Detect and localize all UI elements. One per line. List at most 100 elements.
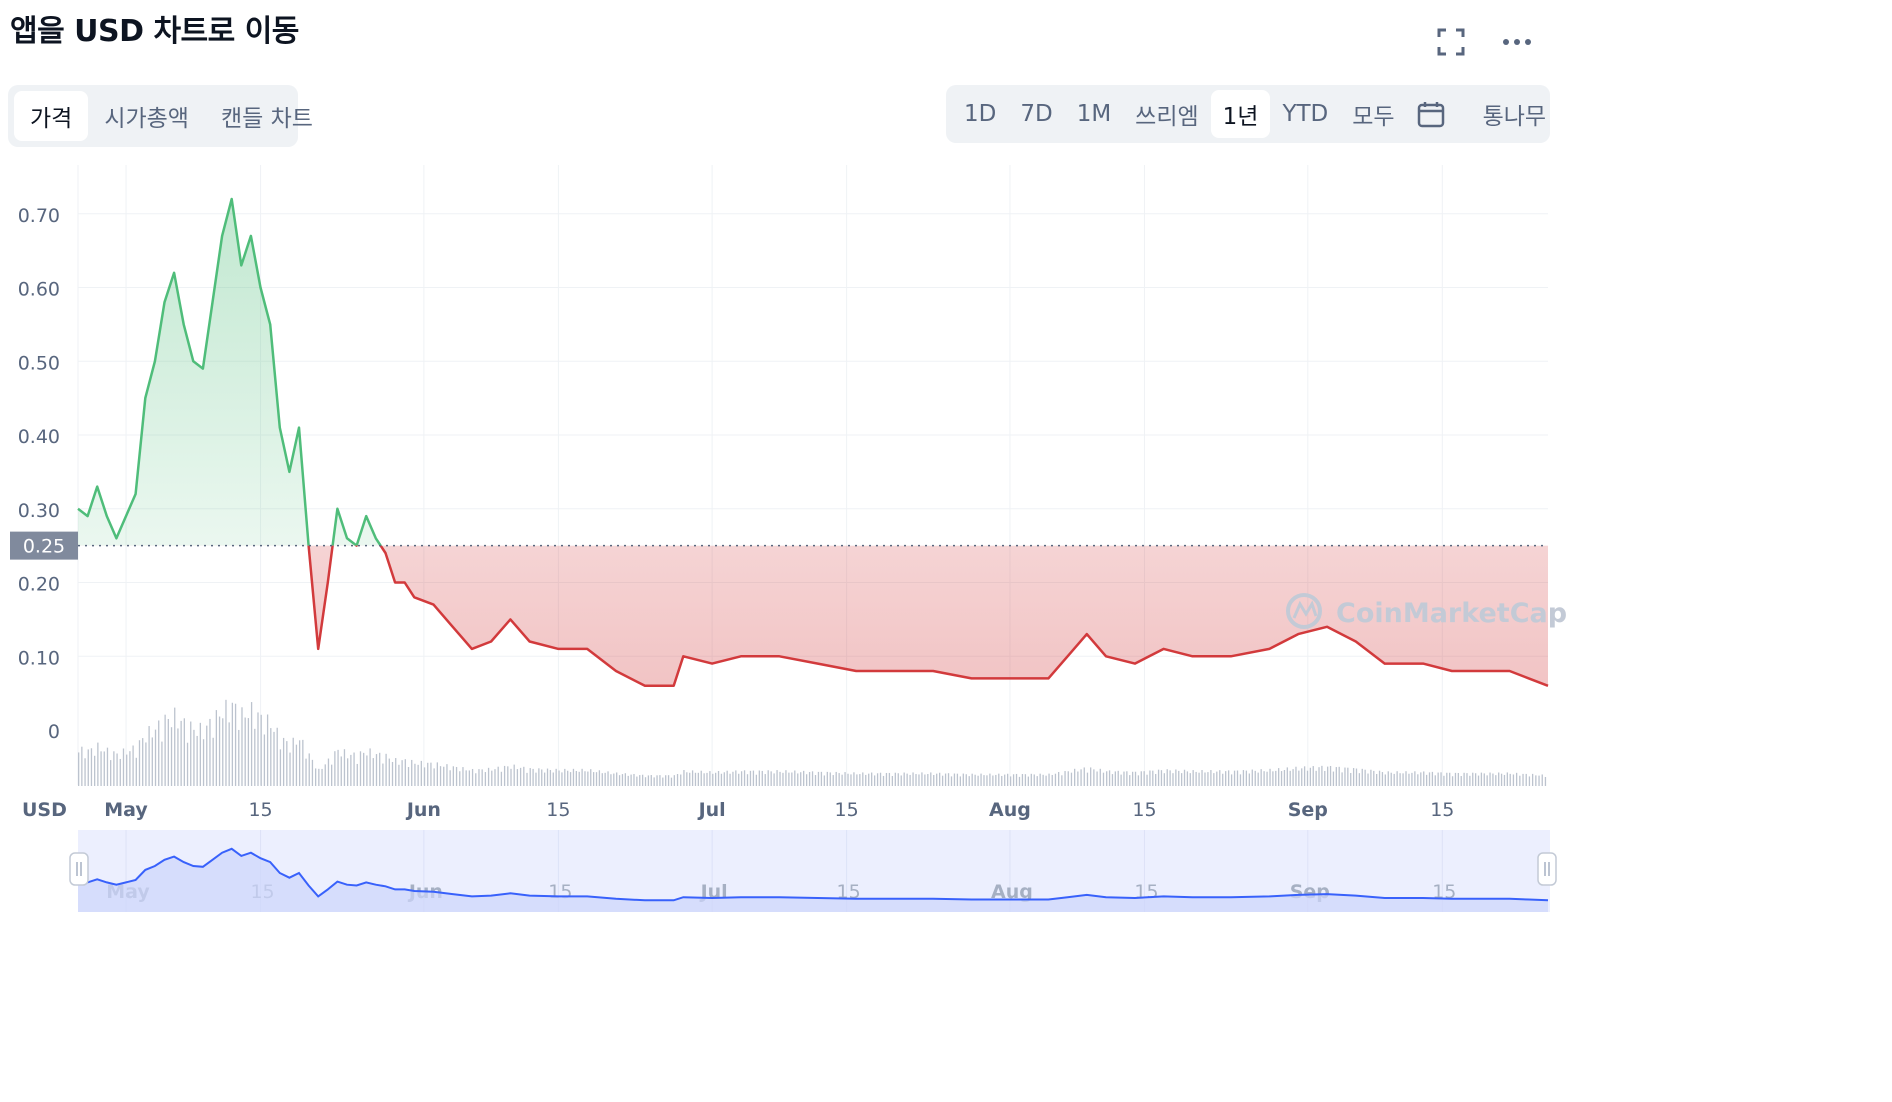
volume-bar [743,770,746,786]
volume-bar [1541,774,1543,786]
volume-bar [334,751,336,786]
volume-bar [584,771,586,786]
volume-bar [641,774,644,786]
volume-bar [773,773,775,786]
x-tick-label: Aug [989,799,1031,821]
volume-bar [1024,774,1027,786]
range-ytd[interactable]: YTD [1282,101,1329,127]
volume-bar [686,772,688,786]
volume-bar [590,769,592,786]
volume-bar [670,777,673,786]
volume-bar [803,770,805,786]
range-7d[interactable]: 7D [1020,101,1053,127]
volume-bar [797,773,799,786]
volume-bar [503,765,506,786]
fullscreen-icon[interactable] [1431,22,1471,62]
volume-bar [1544,776,1547,786]
volume-bar [782,772,784,786]
volume-bar [1446,772,1448,786]
volume-bar [244,717,246,786]
volume-bar [613,773,615,786]
navigator-right-handle[interactable] [1537,852,1557,886]
navigator-area [78,848,1548,912]
volume-bar [340,756,342,786]
price-area-above-baseline [78,199,1548,546]
volume-bar [1344,767,1346,786]
volume-bar [1519,775,1521,786]
volume-bar [1298,770,1300,786]
volume-bar [324,764,326,786]
x-tick-label: 15 [1430,799,1454,821]
tab-price[interactable]: 가격 [14,91,89,141]
volume-bar [820,771,823,786]
volume-bar [494,769,496,786]
volume-bar [1080,769,1082,786]
volume-bar [1213,773,1215,786]
volume-bar [535,772,537,786]
volume-bar [680,774,682,786]
volume-bar [1131,771,1134,786]
volume-bar [1278,768,1280,786]
price-line-up [77,197,383,546]
volume-bar [487,767,490,786]
volume-bar [337,749,339,786]
navigator-left-handle[interactable] [69,852,89,886]
range-3m[interactable]: 쓰리엠 [1135,104,1199,130]
volume-bar [841,774,843,786]
volume-bar [391,761,394,786]
volume-bar [1460,776,1462,786]
range-1d[interactable]: 1D [964,101,997,127]
volume-bar [206,725,208,786]
volume-bar [894,772,896,786]
volume-bar [401,760,403,786]
volume-bar [1309,767,1312,786]
volume-bar [595,772,598,786]
volume-bar [1454,772,1457,786]
volume-bar [986,775,988,786]
volume-bar [610,774,612,786]
volume-bar [1355,768,1358,786]
volume-bar [292,737,294,786]
volume-bar [526,772,528,786]
tab-market-cap[interactable]: 시가총액 [104,106,189,132]
range-1m[interactable]: 1M [1076,101,1112,127]
volume-bar [665,775,667,786]
volume-bar [295,744,298,786]
calendar-icon[interactable] [1407,90,1455,138]
volume-bar [936,773,938,786]
volume-bar [636,776,638,786]
volume-bar [900,775,902,786]
tab-candle-chart[interactable]: 캔들 차트 [220,106,313,132]
volume-bar [423,767,426,786]
volume-bar [897,773,899,786]
volume-bar [1408,773,1410,786]
volume-bar [706,772,708,786]
log-scale-toggle[interactable]: 통나무 [1482,104,1547,130]
volume-bar [850,774,852,786]
volume-bar [1295,766,1297,786]
volume-bar [1090,767,1092,786]
volume-bar [1021,774,1024,786]
volume-bar [222,718,224,786]
volume-bar [167,718,169,786]
volume-bar [523,766,525,786]
volume-bar [607,771,609,786]
volume-bar [647,775,650,786]
volume-bar [1280,771,1283,786]
range-all[interactable]: 모두 [1352,104,1395,130]
volume-bar [1335,767,1337,786]
volume-bar [158,720,160,786]
volume-bar [1474,773,1477,786]
volume-bar [1378,770,1381,786]
volume-bar [369,748,371,786]
volume-bar [1192,770,1194,786]
volume-bar [1058,772,1060,786]
volume-bar [644,777,647,786]
more-horizontal-icon[interactable] [1497,22,1537,62]
volume-bar [372,758,374,786]
volume-bar [885,772,888,786]
range-1y[interactable]: 1년 [1210,90,1271,138]
volume-bar [308,753,310,786]
volume-bar [1405,771,1407,786]
